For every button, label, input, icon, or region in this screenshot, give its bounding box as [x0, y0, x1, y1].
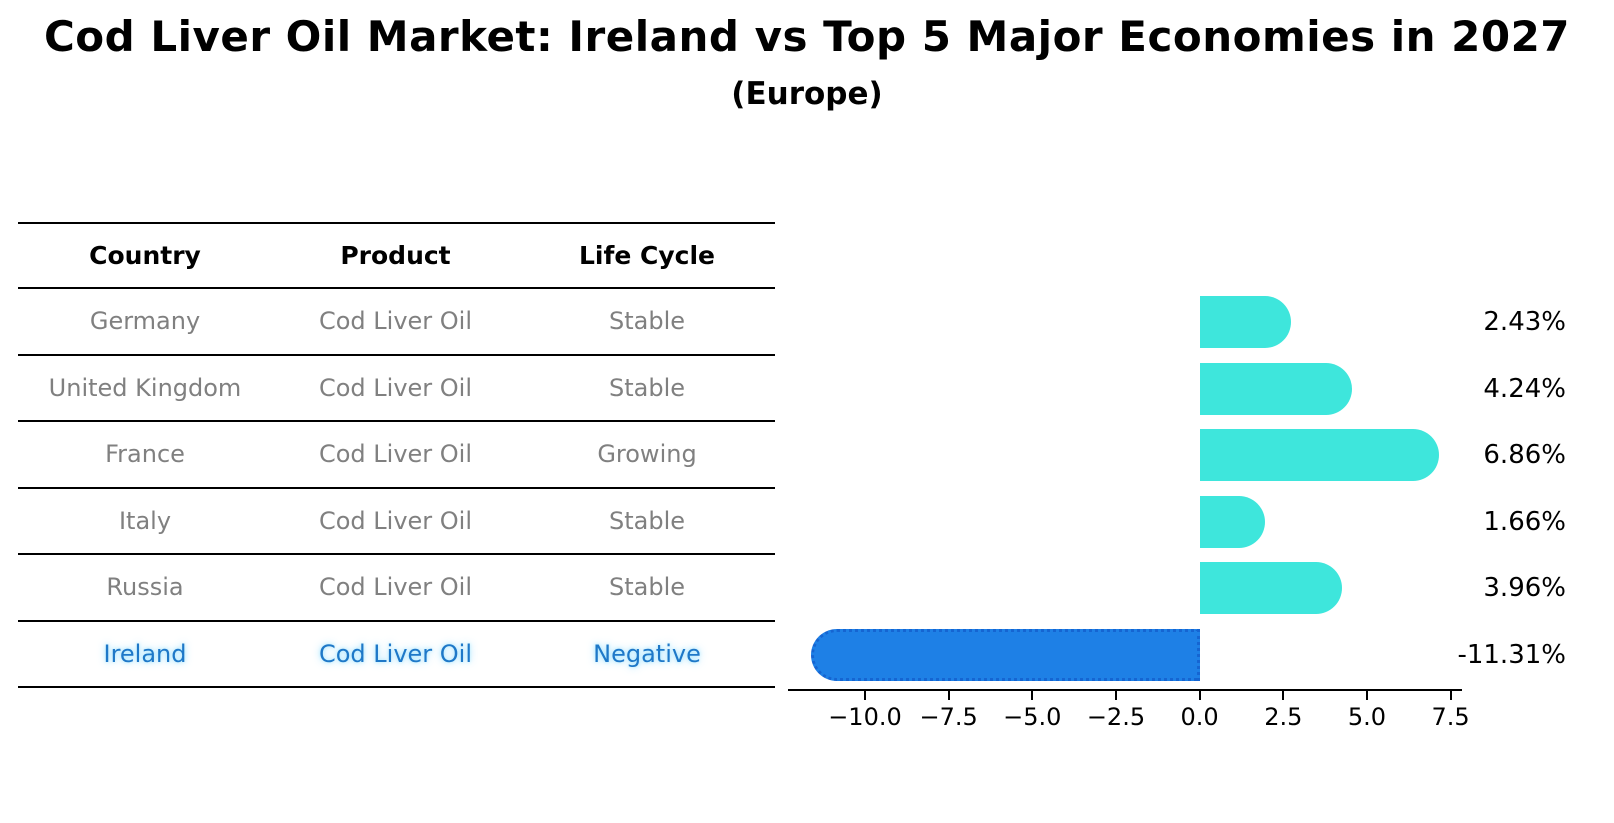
x-tick-label: −5.0	[1003, 703, 1062, 731]
x-tick	[863, 691, 866, 700]
cell-country: Russia	[106, 573, 184, 602]
bar-value-label-united-kingdom: 4.24%	[1483, 373, 1566, 404]
x-tick-label: 2.5	[1264, 703, 1303, 731]
cell-country: Germany	[89, 307, 201, 336]
cell-product: Cod Liver Oil	[318, 639, 473, 668]
table-body: Germany Cod Liver Oil Stable United Kingdom…	[18, 289, 775, 688]
x-tick-label: 5.0	[1347, 703, 1387, 731]
x-tick	[1365, 691, 1368, 700]
cell-life_cycle: Growing	[597, 440, 697, 469]
x-tick	[1031, 691, 1034, 700]
cell-product: Cod Liver Oil	[318, 573, 473, 602]
x-tick-label: −2.5	[1086, 703, 1146, 731]
table-row-ireland: Ireland Cod Liver Oil Negative	[18, 622, 775, 688]
header-cell-lifecycle: Life Cycle	[578, 241, 716, 270]
bar-germany	[1199, 296, 1291, 349]
bar-value-label-germany: 2.43%	[1483, 307, 1566, 338]
x-tick	[947, 691, 950, 700]
x-tick-label: −7.5	[919, 703, 978, 731]
page-title: Cod Liver Oil Market: Ireland vs Top 5 M…	[43, 12, 1571, 61]
table-header-row: Country Product Life Cycle	[18, 222, 775, 289]
x-tick	[1198, 691, 1201, 700]
bar-ireland	[811, 628, 1200, 681]
bar-france	[1199, 429, 1440, 482]
cell-product: Cod Liver Oil	[318, 373, 473, 402]
x-tick-label: −10.0	[828, 703, 902, 731]
header-cell-country: Country	[89, 241, 201, 270]
x-tick-label: 0.0	[1180, 703, 1219, 731]
table-row-russia: Russia Cod Liver Oil Stable	[18, 555, 775, 622]
x-axis-line	[788, 689, 1462, 691]
bar-united-kingdom	[1199, 362, 1352, 415]
cell-life_cycle: Stable	[608, 307, 686, 336]
data-table: Country Product Life Cycle Germany Cod Li…	[18, 222, 775, 688]
header-cell-product: Product	[340, 241, 451, 270]
table-row-italy: Italy Cod Liver Oil Stable	[18, 489, 775, 555]
bar-italy	[1199, 495, 1266, 548]
table-row-united-kingdom: United Kingdom Cod Liver Oil Stable	[18, 356, 775, 422]
cell-country: United Kingdom	[48, 373, 242, 402]
bar-value-label-russia: 3.96%	[1483, 573, 1566, 604]
x-tick	[1114, 691, 1117, 700]
cell-country: Ireland	[103, 639, 187, 668]
x-tick	[1282, 691, 1285, 700]
cell-product: Cod Liver Oil	[318, 440, 473, 469]
page-subtitle: (Europe)	[731, 76, 883, 112]
bar-value-label-italy: 1.66%	[1483, 506, 1566, 537]
x-tick	[1449, 691, 1452, 700]
cell-life_cycle: Stable	[608, 373, 686, 402]
cell-country: France	[105, 440, 185, 469]
bar-value-label-france: 6.86%	[1483, 440, 1566, 471]
cell-product: Cod Liver Oil	[318, 307, 473, 336]
bar-russia	[1199, 562, 1343, 615]
bar-value-label-ireland: -11.31%	[1457, 639, 1566, 670]
cell-country: Italy	[118, 506, 172, 535]
cell-life_cycle: Negative	[593, 639, 701, 668]
cell-product: Cod Liver Oil	[318, 506, 473, 535]
cell-life_cycle: Stable	[608, 573, 686, 602]
x-tick-label: 7.5	[1431, 703, 1470, 731]
table-row-france: France Cod Liver Oil Growing	[18, 422, 775, 489]
table-row-germany: Germany Cod Liver Oil Stable	[18, 289, 775, 356]
cell-life_cycle: Stable	[608, 506, 686, 535]
